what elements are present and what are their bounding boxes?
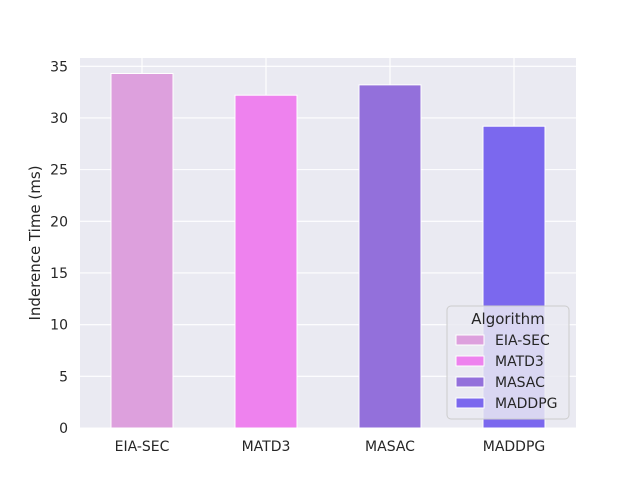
legend-entry-label: MATD3: [495, 354, 544, 370]
legend-entry-label: MASAC: [495, 375, 545, 391]
y-tick-label: 20: [50, 214, 68, 230]
legend: Algorithm EIA-SEC MATD3 MASAC MADDPG: [446, 305, 570, 420]
y-tick-label: 35: [50, 59, 68, 75]
x-tick-label: MASAC: [365, 439, 415, 455]
legend-swatch: [455, 334, 485, 346]
x-tick-label: MATD3: [242, 439, 291, 455]
x-tick-label: EIA-SEC: [115, 439, 170, 455]
legend-swatch: [455, 397, 485, 409]
y-tick-label: 0: [59, 421, 68, 437]
legend-swatch: [455, 355, 485, 367]
bar-eia-sec: [110, 73, 174, 429]
legend-entry-label: EIA-SEC: [495, 333, 550, 349]
y-axis-ticks: 0 5 10 15 20 25 30 35: [50, 59, 68, 437]
legend-swatch: [455, 376, 485, 388]
y-tick-label: 5: [59, 369, 68, 385]
legend-entry-label: MADDPG: [495, 396, 558, 412]
x-axis-ticks: EIA-SEC MATD3 MASAC MADDPG: [115, 439, 546, 455]
bar-masac: [358, 84, 422, 429]
legend-box: [446, 305, 570, 420]
y-tick-label: 15: [50, 266, 68, 282]
y-tick-label: 30: [50, 111, 68, 127]
y-tick-label: 10: [50, 318, 68, 334]
y-tick-label: 25: [50, 163, 68, 179]
bar-matd3: [234, 94, 298, 429]
y-axis-label: Inderence Time (ms): [26, 165, 44, 320]
legend-title: Algorithm: [471, 310, 544, 328]
x-tick-label: MADDPG: [483, 439, 546, 455]
